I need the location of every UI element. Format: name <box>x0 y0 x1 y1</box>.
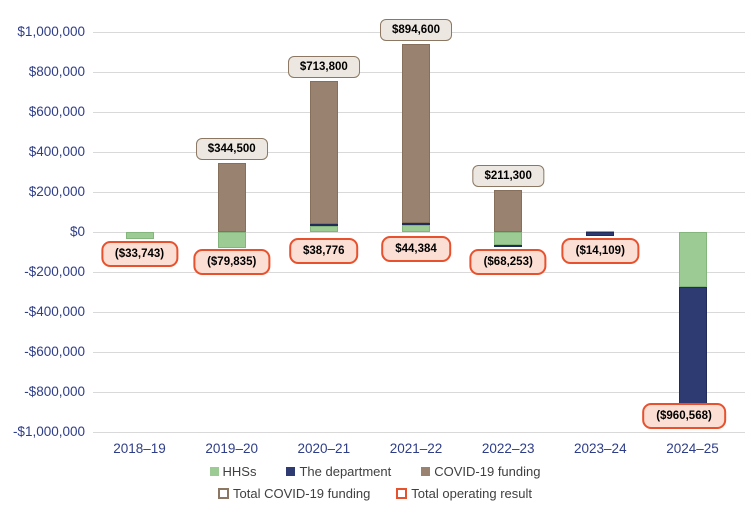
gridline <box>93 312 745 313</box>
bar-segment-hhs <box>309 225 338 232</box>
legend-label-hhs: HHSs <box>222 464 257 479</box>
y-axis-label: -$400,000 <box>24 304 85 319</box>
bar-segment-department <box>678 287 707 425</box>
legend-row-2: Total COVID-19 funding Total operating r… <box>0 486 750 501</box>
bar-segment-hhs <box>217 232 246 248</box>
legend-item-operating-result: Total operating result <box>396 486 532 501</box>
gridline <box>93 352 745 353</box>
bar-segment-covid <box>494 189 523 232</box>
bar-segment-covid <box>217 163 246 232</box>
bar-segment-hhs <box>402 224 430 232</box>
y-axis-label: $600,000 <box>28 104 85 119</box>
y-axis-label: -$1,000,000 <box>12 424 85 439</box>
bar-segment-department <box>402 223 430 226</box>
covid-total-label: $344,500 <box>195 138 268 161</box>
operating-result-label: ($14,109) <box>561 238 639 264</box>
bar-segment-hhs <box>125 232 154 239</box>
x-axis-label: 2021–22 <box>389 441 443 456</box>
bar-segment-department <box>494 244 523 247</box>
y-axis-label: $200,000 <box>28 184 85 199</box>
covid-total-label: $211,300 <box>472 164 544 187</box>
bar-segment-covid <box>309 81 338 225</box>
legend-row-1: HHSs The department COVID-19 funding <box>0 464 750 479</box>
legend-label-department: The department <box>299 464 392 479</box>
covid-swatch-icon <box>421 467 431 476</box>
bar-segment-covid <box>402 44 430 224</box>
operating-result-swatch-icon <box>396 488 408 499</box>
covid-total-swatch-icon <box>218 488 229 499</box>
x-axis-label: 2019–20 <box>205 441 258 456</box>
operating-result-label: ($960,568) <box>642 403 726 429</box>
operating-result-label: ($68,253) <box>469 249 547 275</box>
legend-label-covid-total: Total COVID-19 funding <box>233 486 371 501</box>
y-axis-label: -$600,000 <box>24 344 85 359</box>
legend-label-operating-result: Total operating result <box>411 486 532 501</box>
legend-item-covid-total: Total COVID-19 funding <box>218 486 370 501</box>
x-axis-label: 2022–23 <box>481 441 535 456</box>
y-axis-label: -$800,000 <box>24 384 85 399</box>
legend-item-covid: COVID-19 funding <box>421 464 540 479</box>
bar-segment-department <box>309 224 338 227</box>
legend-item-department: The department <box>286 464 391 479</box>
y-axis-label: $0 <box>69 224 85 239</box>
legend-item-hhs: HHSs <box>209 464 257 479</box>
gridline <box>93 392 745 393</box>
x-axis-label: 2018–19 <box>113 441 166 456</box>
legend-label-covid: COVID-19 funding <box>434 464 541 479</box>
covid-total-label: $894,600 <box>380 19 452 42</box>
operating-result-label: $38,776 <box>289 238 359 264</box>
gridline <box>93 232 745 233</box>
bar-segment-department <box>586 232 615 236</box>
y-axis-label: $800,000 <box>28 64 85 79</box>
bar-segment-hhs <box>678 232 707 287</box>
gridline <box>93 432 745 433</box>
y-axis-label: -$200,000 <box>24 264 85 279</box>
hhs-swatch-icon <box>209 467 219 476</box>
operating-result-label: ($33,743) <box>100 241 179 267</box>
operating-result-label: ($79,835) <box>193 249 271 275</box>
x-axis-label: 2024–25 <box>666 441 719 456</box>
x-axis-label: 2020–21 <box>297 441 351 456</box>
y-axis-label: $400,000 <box>28 144 85 159</box>
x-axis-label: 2023–24 <box>574 441 627 456</box>
bar-segment-hhs <box>494 232 523 245</box>
department-swatch-icon <box>286 467 296 476</box>
covid-total-label: $713,800 <box>287 56 360 79</box>
gridline <box>93 272 745 273</box>
operating-result-label: $44,384 <box>381 236 451 262</box>
y-axis-label: $1,000,000 <box>17 24 85 39</box>
